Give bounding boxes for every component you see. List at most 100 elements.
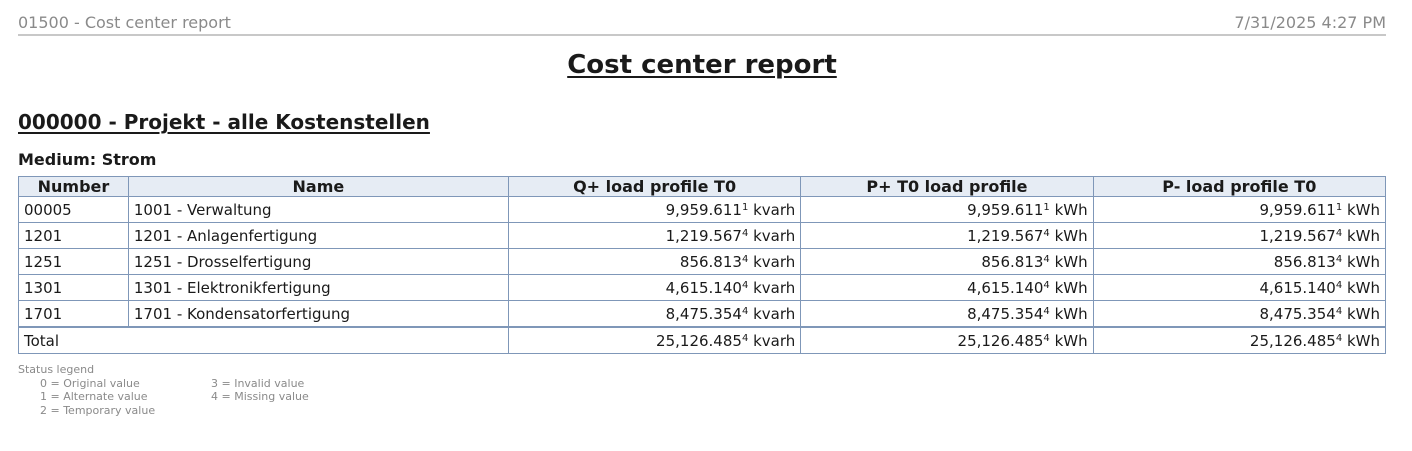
status-code: 4 — [741, 279, 749, 291]
status-code: 4 — [1335, 253, 1343, 265]
table-total-row: Total 25,126.4854 kvarh 25,126.4854 kWh … — [18, 326, 1387, 354]
table-row: 1701 1701 - Kondensatorfertigung 8,475.3… — [18, 300, 1387, 328]
cell-q-value: 9,959.6111 kvarh — [507, 196, 802, 223]
legend-item: 0 = Original value — [40, 376, 140, 390]
table-row: 1201 1201 - Anlagenfertigung 1,219.5674 … — [18, 222, 1387, 249]
status-legend-title: Status legend — [18, 363, 95, 376]
unit: kWh — [1346, 252, 1380, 271]
status-code: 1 — [1043, 201, 1050, 213]
cell-p-minus-value: 856.8134 kWh — [1092, 248, 1387, 275]
cell-name: 1701 - Kondensatorfertigung — [127, 300, 509, 328]
cell-number: 1201 — [18, 222, 129, 249]
cell-p-plus-value: 8,475.3544 kWh — [800, 300, 1094, 328]
value: 1,219.567 — [967, 226, 1044, 245]
cell-name: 1301 - Elektronikfertigung — [127, 274, 509, 301]
unit: kWh — [1054, 252, 1088, 271]
status-code: 4 — [1043, 227, 1050, 239]
value: 4,615.140 — [665, 278, 742, 297]
value: 1,219.567 — [1259, 226, 1336, 245]
cell-p-minus-value: 1,219.5674 kWh — [1092, 222, 1387, 249]
status-code: 4 — [1335, 279, 1343, 291]
unit: kvarh — [753, 226, 796, 245]
status-code: 4 — [1043, 253, 1050, 265]
cell-name: 1251 - Drosselfertigung — [127, 248, 509, 275]
unit: kWh — [1054, 304, 1088, 323]
cell-name: 1201 - Anlagenfertigung — [127, 222, 509, 249]
column-header-q-load-profile: Q+ load profile T0 — [507, 176, 802, 197]
status-code: 4 — [1335, 305, 1343, 317]
value: 25,126.485 — [1249, 331, 1336, 350]
unit: kvarh — [753, 252, 796, 271]
page-header: 01500 - Cost center report 7/31/2025 4:2… — [18, 12, 1386, 36]
medium-label: Medium: Strom — [18, 150, 157, 169]
legend-item: 3 = Invalid value — [211, 376, 305, 390]
value: 856.813 — [1273, 252, 1336, 271]
report-timestamp: 7/31/2025 4:27 PM — [1234, 13, 1386, 32]
section-title: 000000 - Projekt - alle Kostenstellen — [18, 110, 430, 134]
unit: kWh — [1346, 200, 1380, 219]
cell-p-plus-value: 9,959.6111 kWh — [800, 196, 1094, 223]
cell-number: 00005 — [18, 196, 129, 223]
table-row: 1251 1251 - Drosselfertigung 856.8134 kv… — [18, 248, 1387, 275]
unit: kvarh — [753, 331, 796, 350]
unit: kWh — [1346, 304, 1380, 323]
status-code: 4 — [1043, 279, 1050, 291]
column-header-name: Name — [127, 176, 509, 197]
value: 856.813 — [679, 252, 742, 271]
status-code: 4 — [1043, 332, 1050, 344]
cell-name: 1001 - Verwaltung — [127, 196, 509, 223]
unit: kWh — [1346, 226, 1380, 245]
total-p-plus-value: 25,126.4854 kWh — [800, 326, 1094, 354]
unit: kWh — [1346, 331, 1380, 350]
status-legend-column: 0 = Original value 1 = Alternate value 2… — [40, 377, 155, 418]
value: 4,615.140 — [967, 278, 1044, 297]
cell-p-plus-value: 856.8134 kWh — [800, 248, 1094, 275]
value: 856.813 — [981, 252, 1044, 271]
status-code: 4 — [741, 227, 749, 239]
unit: kvarh — [753, 200, 796, 219]
unit: kWh — [1054, 331, 1088, 350]
legend-item: 4 = Missing value — [211, 390, 309, 403]
cell-q-value: 856.8134 kvarh — [507, 248, 802, 275]
status-code: 4 — [741, 253, 749, 265]
cell-p-plus-value: 1,219.5674 kWh — [800, 222, 1094, 249]
status-code: 1 — [1335, 201, 1343, 213]
status-code: 4 — [741, 332, 749, 344]
value: 25,126.485 — [957, 331, 1044, 350]
value: 8,475.354 — [1259, 304, 1336, 323]
table-row: 00005 1001 - Verwaltung 9,959.6111 kvarh… — [18, 196, 1387, 223]
status-code: 4 — [1335, 227, 1343, 239]
unit: kWh — [1054, 278, 1088, 297]
value: 1,219.567 — [665, 226, 742, 245]
cell-number: 1251 — [18, 248, 129, 275]
cost-center-table: Number Name Q+ load profile T0 P+ T0 loa… — [18, 176, 1387, 354]
legend-item: 2 = Temporary value — [40, 403, 156, 417]
status-code: 4 — [1043, 305, 1050, 317]
status-code: 1 — [741, 201, 749, 213]
value: 9,959.611 — [967, 200, 1044, 219]
column-header-p-minus-load-profile: P- load profile T0 — [1092, 176, 1387, 197]
table-header-row: Number Name Q+ load profile T0 P+ T0 loa… — [18, 176, 1387, 197]
unit: kWh — [1054, 200, 1088, 219]
cell-q-value: 8,475.3544 kvarh — [507, 300, 802, 328]
column-header-number: Number — [18, 176, 129, 197]
status-legend-column: 3 = Invalid value 4 = Missing value — [211, 377, 309, 404]
value: 9,959.611 — [1259, 200, 1336, 219]
cell-p-minus-value: 9,959.6111 kWh — [1092, 196, 1387, 223]
table-row: 1301 1301 - Elektronikfertigung 4,615.14… — [18, 274, 1387, 301]
unit: kWh — [1054, 226, 1088, 245]
status-legend-items: 0 = Original value 1 = Alternate value 2… — [40, 377, 370, 419]
unit: kvarh — [753, 278, 796, 297]
report-id-label: 01500 - Cost center report — [18, 13, 231, 32]
unit: kvarh — [753, 304, 796, 323]
cell-q-value: 4,615.1404 kvarh — [507, 274, 802, 301]
value: 8,475.354 — [665, 304, 742, 323]
cell-number: 1701 — [18, 300, 129, 328]
cell-p-minus-value: 4,615.1404 kWh — [1092, 274, 1387, 301]
value: 4,615.140 — [1259, 278, 1336, 297]
cell-p-minus-value: 8,475.3544 kWh — [1092, 300, 1387, 328]
value: 25,126.485 — [656, 331, 742, 350]
total-label: Total — [18, 326, 509, 354]
status-code: 4 — [1335, 332, 1343, 344]
legend-item: 1 = Alternate value — [40, 390, 148, 403]
